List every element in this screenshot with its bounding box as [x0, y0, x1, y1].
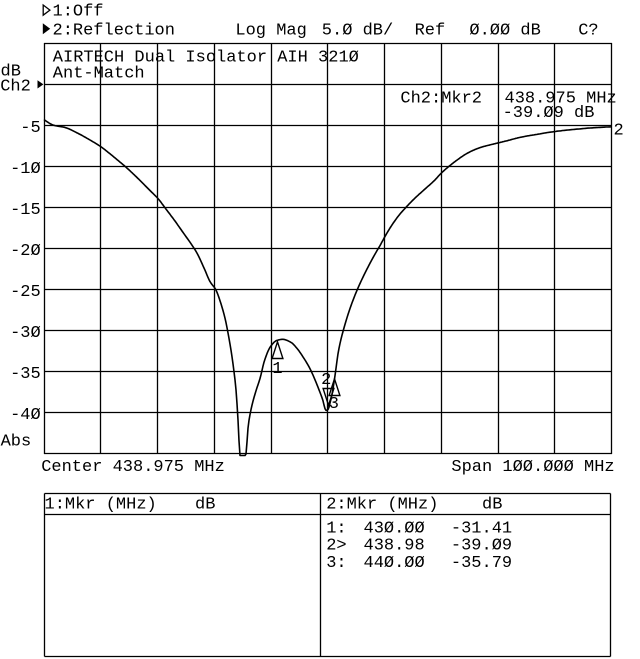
svg-text:Ø.ØØ dB: Ø.ØØ dB — [469, 21, 540, 40]
svg-text:dB: dB — [195, 496, 215, 515]
svg-text:1: 1 — [272, 360, 282, 379]
svg-text:Ref: Ref — [415, 21, 446, 40]
svg-text:2: 2 — [321, 371, 331, 390]
svg-text:2:Mkr (MHz): 2:Mkr (MHz) — [326, 496, 438, 515]
svg-text:-35: -35 — [10, 365, 41, 384]
svg-text:-35.79: -35.79 — [451, 554, 512, 573]
svg-text:5.Ø dB/: 5.Ø dB/ — [322, 21, 393, 40]
svg-text:1:Mkr (MHz): 1:Mkr (MHz) — [45, 496, 157, 515]
svg-text:C?: C? — [578, 21, 598, 40]
svg-text:dB: dB — [482, 496, 502, 515]
svg-text:Ant-Match: Ant-Match — [53, 65, 145, 84]
svg-text:-39.Ø9: -39.Ø9 — [451, 537, 512, 556]
svg-text:2:Reflection: 2:Reflection — [53, 21, 175, 40]
svg-text:-4Ø: -4Ø — [10, 406, 41, 425]
svg-text:-1Ø: -1Ø — [10, 160, 41, 179]
svg-text:3:: 3: — [326, 554, 346, 573]
svg-text:-31.41: -31.41 — [451, 519, 512, 538]
svg-text:-39.Ø9 dB: -39.Ø9 dB — [503, 104, 595, 123]
svg-text:-25: -25 — [10, 283, 41, 302]
svg-text:dB: dB — [1, 63, 21, 82]
svg-text:438.975 MHz: 438.975 MHz — [505, 89, 617, 108]
svg-text:1:Off: 1:Off — [53, 2, 104, 21]
svg-text:Center 438.975 MHz: Center 438.975 MHz — [41, 458, 225, 477]
svg-text:438.98: 438.98 — [364, 537, 425, 556]
svg-text:-5: -5 — [20, 119, 40, 138]
svg-text:2: 2 — [614, 121, 624, 140]
svg-text:2>: 2> — [326, 537, 346, 556]
svg-text:Ch2: Ch2 — [0, 78, 31, 97]
svg-text:44Ø.ØØ: 44Ø.ØØ — [364, 554, 425, 573]
svg-text:AIRTECH Dual Isolator AIH 321Ø: AIRTECH Dual Isolator AIH 321Ø — [53, 48, 359, 67]
svg-text:Ch2:Mkr2: Ch2:Mkr2 — [400, 89, 482, 108]
svg-text:Span 1ØØ.ØØØ MHz: Span 1ØØ.ØØØ MHz — [451, 458, 614, 477]
svg-text:43Ø.ØØ: 43Ø.ØØ — [364, 519, 425, 538]
svg-text:1:: 1: — [326, 519, 346, 538]
svg-text:Abs: Abs — [1, 433, 32, 452]
svg-text:-2Ø: -2Ø — [10, 242, 41, 261]
svg-text:3: 3 — [329, 395, 339, 414]
svg-text:-3Ø: -3Ø — [10, 324, 41, 343]
svg-text:-15: -15 — [10, 201, 41, 220]
svg-text:Log Mag: Log Mag — [235, 21, 306, 40]
